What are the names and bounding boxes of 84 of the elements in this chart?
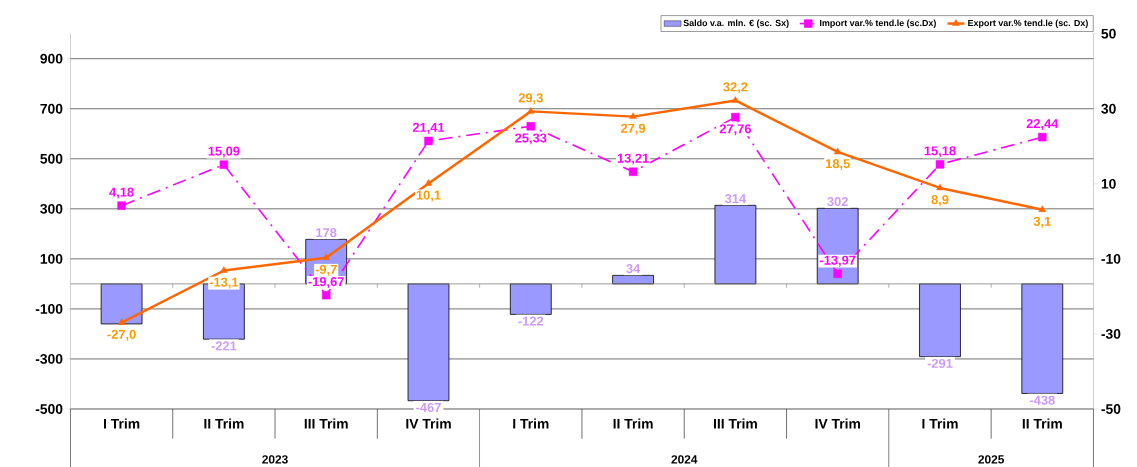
point xyxy=(833,269,842,278)
data-label: 27,76 xyxy=(719,124,752,136)
data-label: 15,09 xyxy=(208,146,240,158)
data-label: -13,1 xyxy=(209,277,239,289)
y-tick-label: -100 xyxy=(35,303,63,314)
data-label: -467 xyxy=(416,402,441,412)
data-label: 8,9 xyxy=(931,194,949,206)
data-label: 4,18 xyxy=(109,187,134,199)
point xyxy=(424,179,433,186)
point xyxy=(731,112,740,122)
bar xyxy=(714,204,757,285)
data-label: -13,97 xyxy=(819,255,856,267)
data-label: 25,33 xyxy=(515,133,547,145)
y-tick-label: 100 xyxy=(40,253,63,264)
y2-tick-label: -50 xyxy=(1101,403,1121,414)
bar xyxy=(1021,283,1064,394)
point xyxy=(628,167,638,176)
data-label: -19,67 xyxy=(308,276,344,288)
text: 2024 xyxy=(671,454,698,464)
point xyxy=(117,201,126,210)
data-label: -27,0 xyxy=(107,329,136,341)
point xyxy=(1038,205,1046,212)
data-label: -122 xyxy=(518,316,544,326)
x-tick-label: II Trim xyxy=(613,418,653,429)
point xyxy=(731,96,740,103)
y2-tick-label: -30 xyxy=(1101,328,1121,339)
data-label: 13,21 xyxy=(617,153,649,165)
x-tick-label: III Trim xyxy=(713,418,757,429)
point xyxy=(219,160,229,169)
legend-label: Export var.% tend.le (sc. Dx) xyxy=(968,19,1088,28)
point xyxy=(936,183,944,190)
data-label: -438 xyxy=(1029,395,1055,405)
y-tick-label: 500 xyxy=(40,153,63,164)
data-label: 178 xyxy=(316,227,337,237)
point xyxy=(527,106,535,114)
x-tick-label: II Trim xyxy=(204,418,244,429)
data-label: -9,7 xyxy=(315,264,337,276)
point xyxy=(935,159,945,169)
data-label: 15,18 xyxy=(924,146,956,158)
bar xyxy=(509,283,552,315)
data-label: 302 xyxy=(827,196,848,206)
y-tick-label: -500 xyxy=(35,403,63,414)
x-tick-label: III Trim xyxy=(304,418,348,429)
point xyxy=(321,290,331,300)
point xyxy=(117,318,126,325)
point xyxy=(1038,132,1047,142)
point xyxy=(424,136,433,145)
legend-label: Saldo v.a. mln. € (sc. Sx) xyxy=(683,19,789,28)
x-tick-label: II Trim xyxy=(1022,418,1062,429)
y-tick-label: 300 xyxy=(40,203,63,214)
data-label: 21,41 xyxy=(412,122,445,134)
data-label: 22,44 xyxy=(1026,118,1059,130)
point xyxy=(834,147,842,154)
y-tick-label: -300 xyxy=(35,353,63,364)
x-tick-label: I Trim xyxy=(922,418,958,429)
data-label: 3,1 xyxy=(1033,216,1051,228)
y2-tick-label: 10 xyxy=(1101,178,1116,189)
data-label: 27,9 xyxy=(621,123,646,135)
data-label: 314 xyxy=(724,193,747,203)
legend-label: Import var.% tend.le (sc.Dx) xyxy=(820,19,936,28)
x-tick-label: IV Trim xyxy=(406,418,451,429)
data-label: -221 xyxy=(211,341,237,351)
y2-tick-label: -10 xyxy=(1101,253,1121,264)
point xyxy=(220,266,228,273)
x-tick-label: IV Trim xyxy=(815,418,860,429)
point xyxy=(322,253,330,260)
x-tick-label: I Trim xyxy=(104,418,140,429)
y2-tick-label: 30 xyxy=(1101,103,1116,114)
data-label: 34 xyxy=(626,263,641,273)
text: 2023 xyxy=(262,454,288,464)
bar xyxy=(100,283,143,325)
x-tick-label: I Trim xyxy=(513,418,549,429)
y-tick-label: 900 xyxy=(40,53,63,64)
data-label: -291 xyxy=(927,358,953,368)
data-label: 32,2 xyxy=(723,82,748,94)
y2-tick-label: 50 xyxy=(1101,28,1116,39)
point xyxy=(526,121,535,131)
y-tick-label: 700 xyxy=(40,103,63,114)
data-label: 10,1 xyxy=(416,190,441,202)
data-label: 29,3 xyxy=(518,93,543,105)
bar xyxy=(407,283,450,401)
point xyxy=(629,112,637,119)
text: 2025 xyxy=(978,454,1005,464)
data-label: 18,5 xyxy=(825,158,850,170)
